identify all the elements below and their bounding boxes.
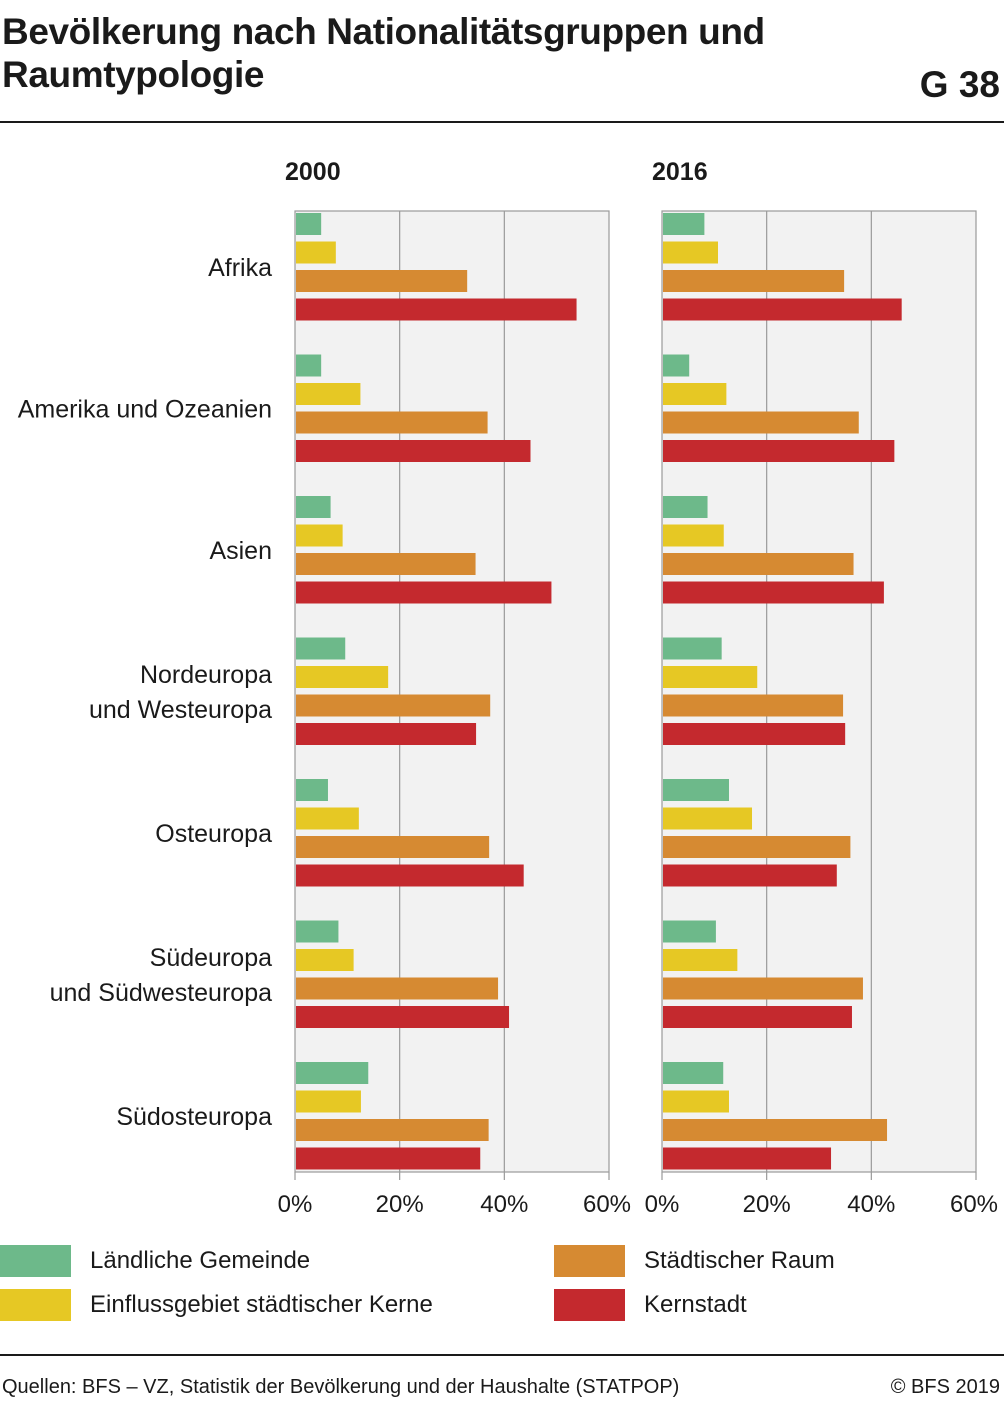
bar-2000-suedosteuropa-staedtischer-raum [296,1119,489,1141]
bar-2016-amerika-und-ozeanien-einflussgebiet-staedtischer-kerne [663,383,727,405]
bar-2016-suedosteuropa-laendliche-gemeinde [663,1062,724,1084]
bar-2000-asien-einflussgebiet-staedtischer-kerne [296,524,343,547]
legend-swatch-core-city [554,1289,625,1321]
bar-2016-suedeuropa-und-suedwesteuropa-staedtischer-raum [663,977,863,1000]
bar-2000-suedeuropa-und-suedwesteuropa-laendliche-gemeinde [296,920,339,943]
bar-2000-osteuropa-einflussgebiet-staedtischer-kerne [296,807,359,830]
panel-title-2016: 2016 [652,158,708,186]
bar-chart: 0% 20% 40% 60% 2000 0% 20% 40% 60% 2016 Afrika Amer… [18,158,998,1218]
bar-2000-suedosteuropa-laendliche-gemeinde [296,1062,369,1084]
footer-rule [0,1354,1004,1356]
bar-2016-osteuropa-einflussgebiet-staedtischer-kerne [663,807,753,830]
bar-2016-suedosteuropa-einflussgebiet-staedtischer-kerne [663,1090,729,1113]
bar-2016-amerika-und-ozeanien-laendliche-gemeinde [663,354,690,377]
bar-2000-afrika-kernstadt [296,298,577,321]
bar-2016-amerika-und-ozeanien-kernstadt [663,440,895,462]
bar-2016-nordeuropa-und-westeuropa-kernstadt [663,723,846,745]
legend-item-urban: Städtischer Raum [554,1244,835,1278]
bar-2000-osteuropa-laendliche-gemeinde [296,779,328,801]
category-label-asien: Asien [209,537,272,565]
legend-item-rural: Ländliche Gemeinde [0,1244,310,1278]
bar-2016-nordeuropa-und-westeuropa-einflussgebiet-staedtischer-kerne [663,666,758,688]
header-rule [0,121,1004,123]
category-label-amerika-und-ozeanien: Amerika und Ozeanien [18,395,272,423]
tick-label-2016-20: 20% [743,1191,791,1218]
category-label-nordeuropa-und-westeuropa-line2: und Westeuropa [89,696,272,724]
legend-label-agglomeration: Einflussgebiet städtischer Kerne [90,1291,433,1318]
bar-2016-afrika-einflussgebiet-staedtischer-kerne [663,241,718,264]
legend: Ländliche Gemeinde Einflussgebiet städti… [0,1240,1004,1330]
tick-label-2000-40: 40% [480,1191,528,1218]
bar-2000-suedeuropa-und-suedwesteuropa-staedtischer-raum [296,977,499,1000]
bar-2016-suedosteuropa-staedtischer-raum [663,1119,888,1141]
bar-2000-osteuropa-staedtischer-raum [296,836,490,858]
bar-2000-afrika-staedtischer-raum [296,270,468,292]
legend-label-core-city: Kernstadt [644,1291,747,1318]
bar-2000-suedosteuropa-kernstadt [296,1147,481,1170]
panel-title-2000: 2000 [285,158,341,186]
tick-label-2000-60: 60% [583,1191,631,1218]
bar-2000-suedosteuropa-einflussgebiet-staedtischer-kerne [296,1090,361,1113]
category-label-suedosteuropa: Südosteuropa [116,1103,272,1131]
legend-swatch-agglomeration [0,1289,71,1321]
bar-2016-suedeuropa-und-suedwesteuropa-kernstadt [663,1006,852,1028]
bar-2016-asien-staedtischer-raum [663,553,854,575]
bar-2016-suedeuropa-und-suedwesteuropa-einflussgebiet-staedtischer-kerne [663,949,738,971]
legend-item-agglomeration: Einflussgebiet städtischer Kerne [0,1288,433,1322]
bar-2000-amerika-und-ozeanien-staedtischer-raum [296,411,488,434]
bar-2000-afrika-laendliche-gemeinde [296,213,322,235]
bar-2016-osteuropa-staedtischer-raum [663,836,851,858]
bar-2016-nordeuropa-und-westeuropa-staedtischer-raum [663,694,844,717]
legend-label-rural: Ländliche Gemeinde [90,1247,311,1274]
bar-2000-amerika-und-ozeanien-laendliche-gemeinde [296,354,322,377]
copyright: © BFS 2019 [890,1376,1000,1398]
bar-2000-asien-kernstadt [296,581,552,604]
category-label-afrika: Afrika [208,254,272,282]
bar-2000-osteuropa-kernstadt [296,864,524,887]
bar-2016-suedosteuropa-kernstadt [663,1147,832,1170]
bar-2016-afrika-kernstadt [663,298,902,321]
category-label-suedeuropa-und-suedwesteuropa-line1: Südeuropa [150,944,272,972]
bar-2000-asien-staedtischer-raum [296,553,476,575]
bar-2016-amerika-und-ozeanien-staedtischer-raum [663,411,859,434]
bar-2016-osteuropa-kernstadt [663,864,837,887]
source-note: Quellen: BFS – VZ, Statistik der Bevölke… [2,1376,680,1398]
bar-2016-afrika-laendliche-gemeinde [663,213,705,235]
category-label-suedeuropa-und-suedwesteuropa-line2: und Südwesteuropa [50,979,272,1007]
tick-label-2000-20: 20% [376,1191,424,1218]
tick-label-2016-0: 0% [645,1191,680,1218]
tick-label-2016-60: 60% [950,1191,998,1218]
legend-swatch-urban [554,1245,625,1277]
legend-label-urban: Städtischer Raum [644,1247,835,1274]
bar-2000-afrika-einflussgebiet-staedtischer-kerne [296,241,336,264]
tick-label-2000-0: 0% [278,1191,313,1218]
bar-2016-asien-laendliche-gemeinde [663,496,708,518]
bar-2000-amerika-und-ozeanien-kernstadt [296,440,531,462]
bar-2000-asien-laendliche-gemeinde [296,496,331,518]
bar-2000-nordeuropa-und-westeuropa-einflussgebiet-staedtischer-kerne [296,666,389,688]
bar-2016-nordeuropa-und-westeuropa-laendliche-gemeinde [663,637,722,660]
chart-title: Bevölkerung nach Nationalitätsgruppen un… [2,11,765,95]
tick-label-2016-40: 40% [847,1191,895,1218]
bar-2016-asien-kernstadt [663,581,884,604]
bar-2016-suedeuropa-und-suedwesteuropa-laendliche-gemeinde [663,920,716,943]
category-label-nordeuropa-und-westeuropa-line1: Nordeuropa [140,661,272,689]
bar-2000-nordeuropa-und-westeuropa-staedtischer-raum [296,694,491,717]
bar-2016-asien-einflussgebiet-staedtischer-kerne [663,524,724,547]
legend-swatch-rural [0,1245,71,1277]
category-label-osteuropa: Osteuropa [155,820,272,848]
bar-2016-afrika-staedtischer-raum [663,270,845,292]
bar-2000-suedeuropa-und-suedwesteuropa-kernstadt [296,1006,510,1028]
bar-2000-suedeuropa-und-suedwesteuropa-einflussgebiet-staedtischer-kerne [296,949,354,971]
bar-2016-osteuropa-laendliche-gemeinde [663,779,729,801]
bar-2000-amerika-und-ozeanien-einflussgebiet-staedtischer-kerne [296,383,361,405]
graphic-number: G 38 [919,64,1000,105]
bar-2000-nordeuropa-und-westeuropa-laendliche-gemeinde [296,637,346,660]
legend-item-core-city: Kernstadt [554,1288,747,1322]
bar-2000-nordeuropa-und-westeuropa-kernstadt [296,723,477,745]
